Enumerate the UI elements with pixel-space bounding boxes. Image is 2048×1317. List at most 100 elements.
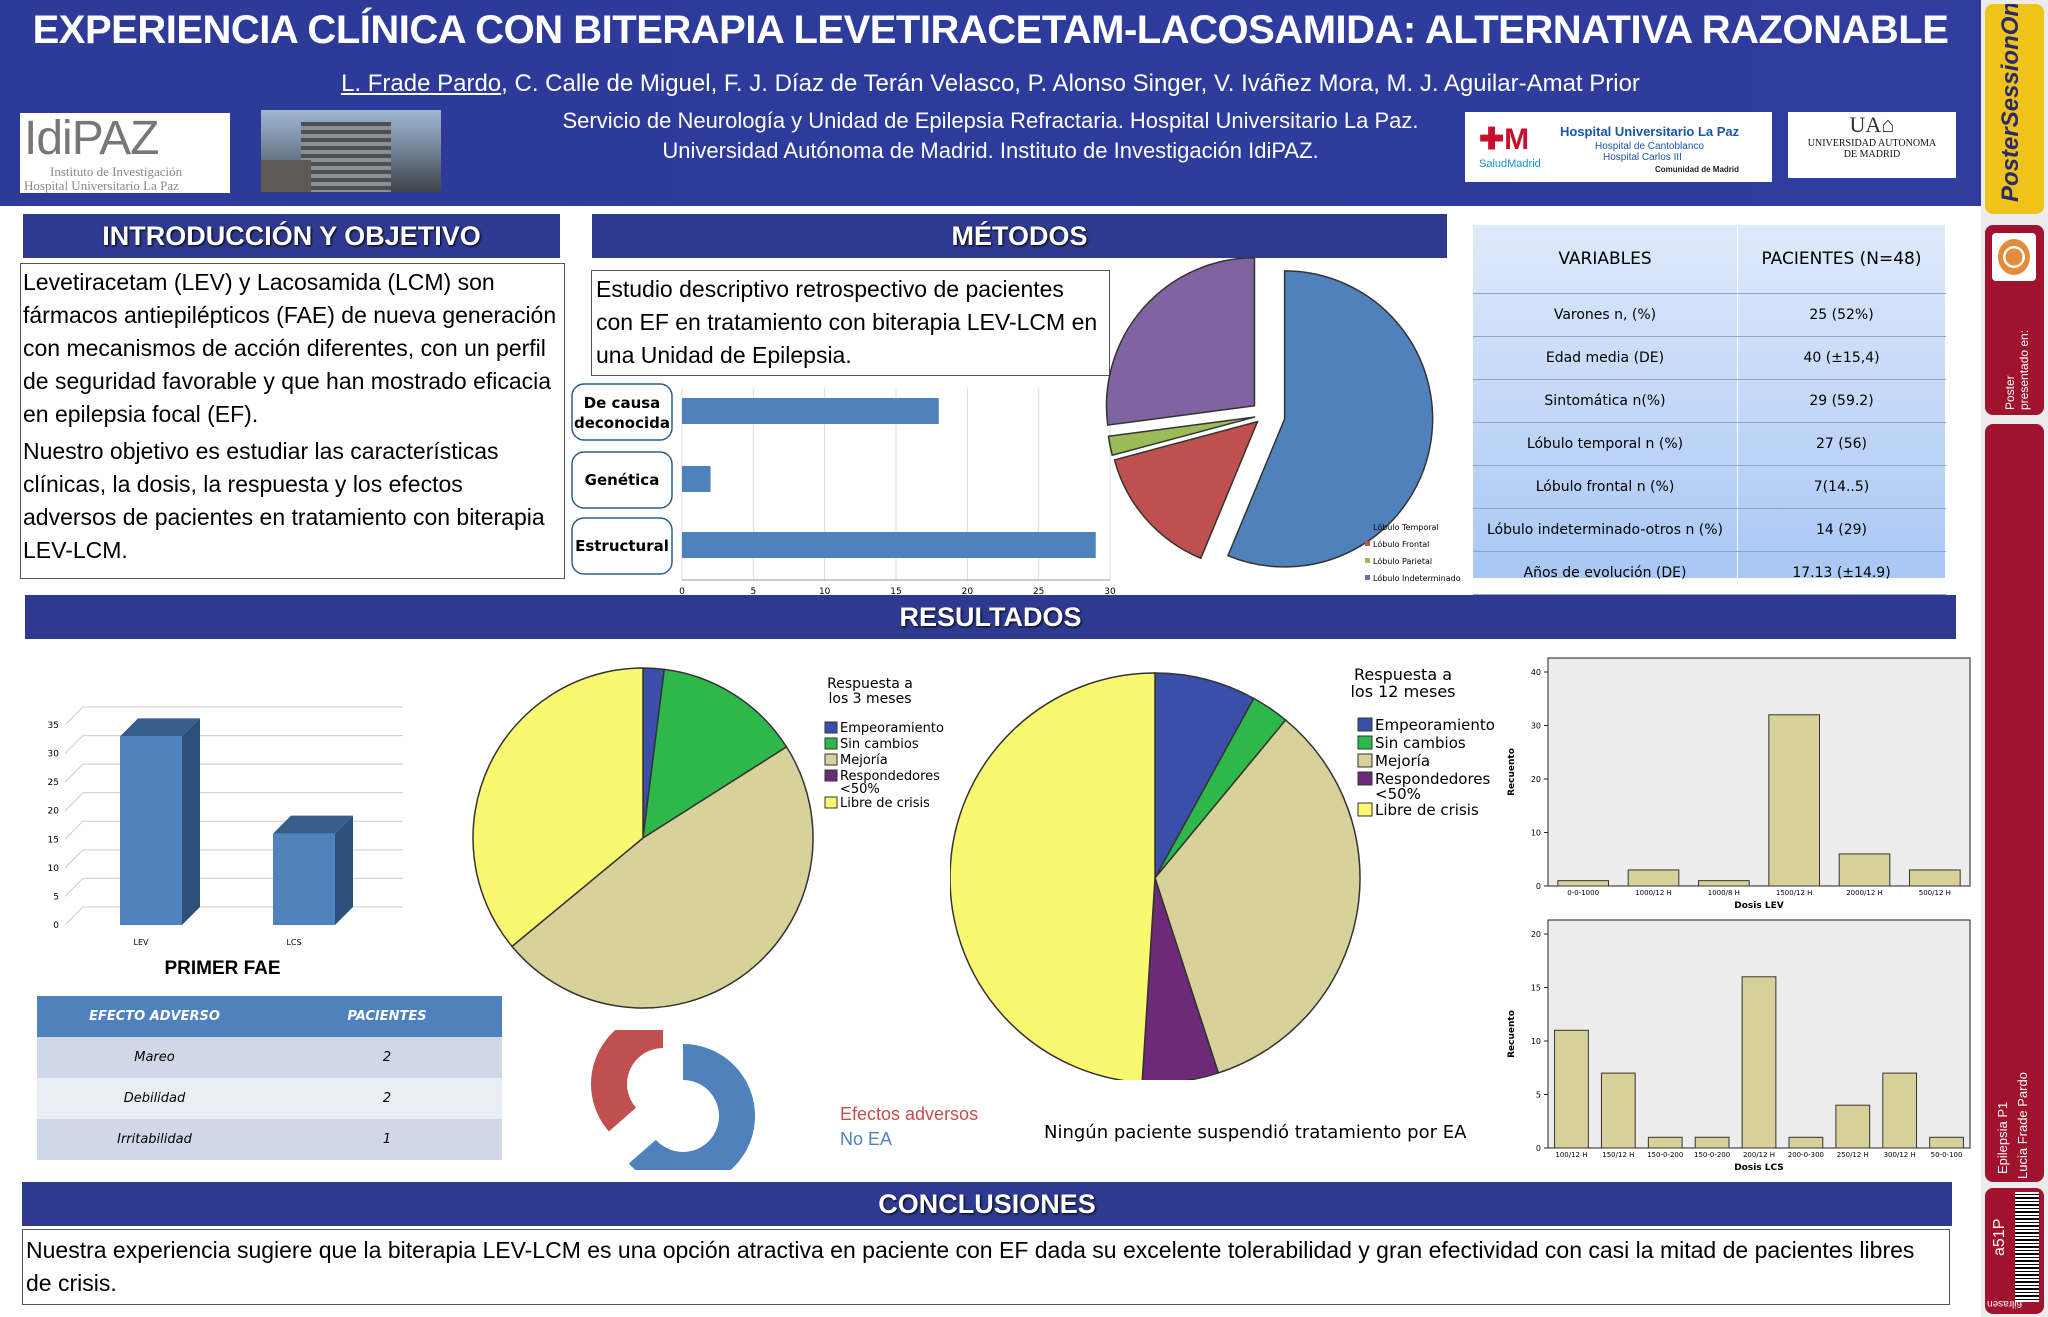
resp12-legend-label: <50% bbox=[1375, 785, 1421, 803]
lev-dose-bar-chart: 0 10 20 30 40 0-0-1000 1000/12 H 1000/8 H 1500/1… bbox=[1507, 657, 1971, 911]
salud-madrid-label: SaludMadrid bbox=[1479, 158, 1541, 170]
resp12-legend-label: Sin cambios bbox=[1375, 734, 1466, 752]
intro-paragraph-2: Nuestro objetivo es estudiar las caracte… bbox=[23, 438, 545, 563]
lcs-dose-bar bbox=[1694, 1136, 1730, 1149]
lobe-slice bbox=[1226, 270, 1434, 568]
y-tick-label: 20 bbox=[48, 807, 60, 817]
resp12-legend-swatch bbox=[1357, 753, 1373, 768]
lev-dose-x-tick-label: 1000/8 H bbox=[1708, 889, 1740, 897]
resp3-legend-swatch bbox=[824, 737, 838, 750]
lcs-dose-y-axis-label: Recuento bbox=[1507, 1010, 1517, 1058]
adverse-effect-row: Debilidad 2 bbox=[37, 1078, 502, 1119]
variable-name-cell: Años de evolución (DE) bbox=[1473, 551, 1738, 595]
bar-side bbox=[182, 718, 200, 925]
y-tick-label: 10 bbox=[1531, 1037, 1541, 1046]
bar bbox=[682, 532, 1096, 558]
x-tick-label: 10 bbox=[819, 587, 831, 597]
y-tick-label: 10 bbox=[1531, 829, 1541, 838]
no-suspension-note: Ningún paciente suspendió tratamiento po… bbox=[1044, 1122, 1467, 1143]
resp12-legend-label: Mejoría bbox=[1375, 752, 1430, 770]
grid-line bbox=[64, 906, 403, 926]
category-box bbox=[571, 517, 673, 575]
variable-name-cell: Lóbulo indeterminado-otros n (%) bbox=[1473, 508, 1738, 552]
resp12-slice bbox=[1154, 672, 1255, 879]
lev-dose-bar bbox=[1838, 853, 1891, 887]
variable-value-cell: 14 (29) bbox=[1737, 508, 1946, 552]
lcs-dose-x-tick-label: 300/12 H bbox=[1884, 1151, 1916, 1159]
brand-label: PosterSessionOnline bbox=[1997, 4, 2024, 202]
variable-name-cell: Varones n, (%) bbox=[1473, 293, 1738, 337]
lcs-dose-x-tick-label: 250/12 H bbox=[1837, 1151, 1869, 1159]
uam-line-2: DE MADRID bbox=[1843, 149, 1901, 160]
grid-line bbox=[64, 706, 403, 726]
variables-col-header: VARIABLES bbox=[1473, 225, 1738, 294]
resp3-title-line: los 3 meses bbox=[828, 691, 911, 707]
hospital-la-paz-logo: ✚M SaludMadrid Hospital Universitario La… bbox=[1465, 112, 1772, 182]
uam-logo: UA⌂ UNIVERSIDAD AUTONOMA DE MADRID bbox=[1788, 112, 1956, 178]
resp3-slice bbox=[642, 668, 788, 840]
lev-dose-x-tick-label: 1500/12 H bbox=[1776, 889, 1813, 897]
affiliation-line-1: Servicio de Neurología y Unidad de Epile… bbox=[562, 108, 1419, 133]
lobe-legend-swatch bbox=[1365, 541, 1370, 546]
lcs-dose-x-tick-label: 150-0-200 bbox=[1694, 1151, 1730, 1159]
resp12-slice bbox=[1141, 877, 1220, 1080]
donut-legend-no-ae: No EA bbox=[840, 1129, 893, 1149]
lobe-slice bbox=[1105, 257, 1256, 426]
x-tick-label: 0 bbox=[679, 587, 685, 597]
session-badge: Epilepsia P1 Lucia Frade Pardo bbox=[1985, 424, 2044, 1182]
variable-name-cell: Edad media (DE) bbox=[1473, 336, 1738, 380]
lev-dose-x-tick-label: 500/12 H bbox=[1919, 889, 1951, 897]
x-tick-label: 15 bbox=[890, 587, 901, 597]
adverse-count-cell: 2 bbox=[272, 1037, 502, 1078]
poster-code: a51P bbox=[1991, 1218, 2008, 1256]
lobe-legend-label: Lóbulo Frontal bbox=[1373, 539, 1429, 549]
category-box bbox=[571, 383, 673, 441]
results-heading: RESULTADOS bbox=[25, 595, 1956, 639]
resp12-legend-label: Empeoramiento bbox=[1375, 716, 1495, 734]
variable-name-cell: Lóbulo temporal n (%) bbox=[1473, 422, 1738, 466]
resp3-legend-swatch bbox=[824, 796, 838, 809]
presenter-label: Lucia Frade Pardo bbox=[2015, 1072, 2030, 1179]
bar-side bbox=[335, 815, 353, 925]
adverse-effect-cell: Mareo bbox=[37, 1037, 272, 1078]
bar bbox=[682, 466, 711, 492]
resp3-legend-label: Respondedores bbox=[840, 769, 940, 784]
resp12-legend-swatch bbox=[1357, 717, 1373, 732]
variables-row: Lóbulo temporal n (%) 27 (56) bbox=[1473, 422, 1946, 466]
resp12-legend-label: Respondedores bbox=[1375, 770, 1491, 788]
methods-heading: MÉTODOS bbox=[592, 214, 1447, 258]
variable-value-cell: 29 (59.2) bbox=[1737, 379, 1946, 423]
ae-col-header: EFECTO ADVERSO bbox=[37, 996, 272, 1037]
variable-value-cell: 40 (±15,4) bbox=[1737, 336, 1946, 380]
hospital-sub1: Hospital de Cantoblanco bbox=[1595, 141, 1704, 152]
lobe-legend-label: Lóbulo Parietal bbox=[1373, 556, 1432, 566]
etiology-label-unknown-line1: De causa bbox=[584, 394, 661, 412]
uam-line-1: UNIVERSIDAD AUTONOMA bbox=[1807, 138, 1937, 149]
variables-row: Edad media (DE) 40 (±15,4) bbox=[1473, 336, 1946, 380]
intro-paragraph-1: Levetiracetam (LEV) y Lacosamida (LCM) s… bbox=[23, 269, 557, 427]
lcs-dose-bar bbox=[1882, 1072, 1918, 1149]
intro-heading: INTRODUCCIÓN Y OBJETIVO bbox=[23, 214, 560, 258]
resp3-legend-swatch bbox=[824, 753, 838, 766]
bar bbox=[120, 736, 182, 925]
hospital-sub2: Hospital Carlos III bbox=[1603, 152, 1682, 163]
idipaz-logo: IdiPAZ Instituto de Investigación Hospit… bbox=[20, 112, 230, 193]
first-aed-title: PRIMER FAE bbox=[164, 958, 281, 979]
variable-value-cell: 17.13 (±14.9) bbox=[1737, 551, 1946, 595]
resp3-slice bbox=[472, 667, 644, 948]
uam-crest-icon: UA⌂ bbox=[1849, 112, 1895, 137]
adverse-count-cell: 1 bbox=[272, 1119, 502, 1160]
bar bbox=[682, 398, 939, 424]
lev-dose-x-tick-label: 1000/12 H bbox=[1635, 889, 1672, 897]
lcs-dose-x-tick-label: 200/12 H bbox=[1743, 1151, 1775, 1159]
category-box bbox=[571, 451, 673, 509]
lobe-location-pie-chart: Lóbulo Temporal Lóbulo Frontal Lóbulo Pari… bbox=[1105, 257, 1461, 583]
resp12-legend-swatch bbox=[1357, 802, 1373, 817]
conclusions-heading: CONCLUSIONES bbox=[22, 1182, 1952, 1226]
etiology-label-unknown-line2: deconocida bbox=[574, 414, 670, 432]
resp3-legend-label: Libre de crisis bbox=[840, 796, 930, 811]
conclusions-box: Nuestra experiencia sugiere que la biter… bbox=[22, 1229, 1950, 1305]
y-tick-label: 25 bbox=[48, 778, 59, 788]
affiliation-line-2: Universidad Autónoma de Madrid. Institut… bbox=[662, 138, 1319, 163]
